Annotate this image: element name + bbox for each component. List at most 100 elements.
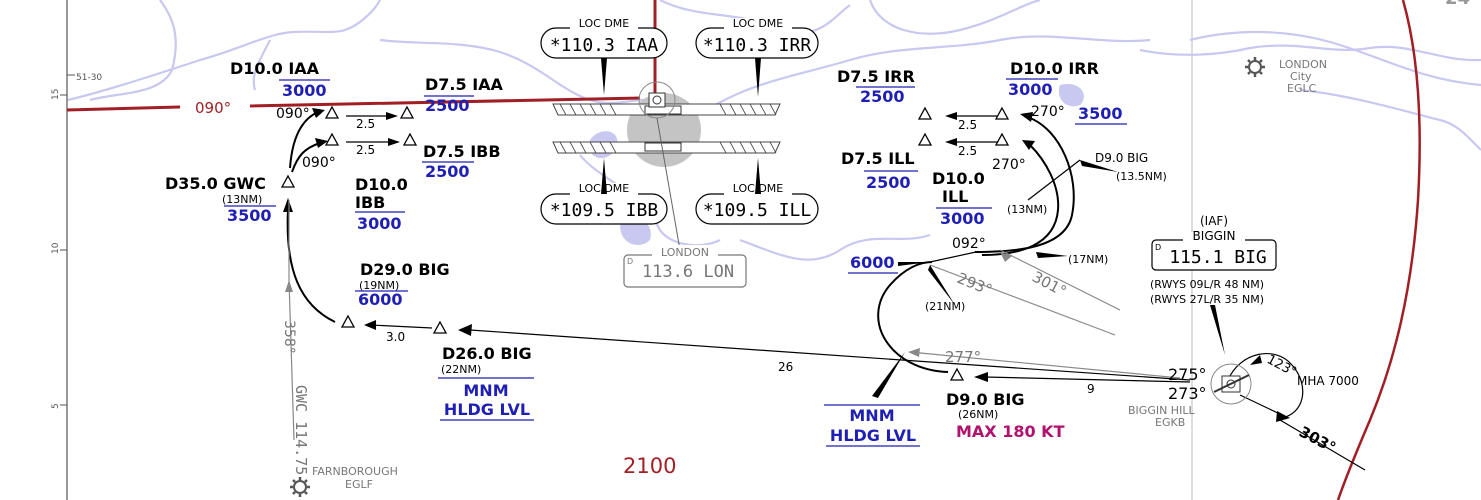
fix-d29-big-alt: 6000 bbox=[358, 290, 403, 309]
farnborough-name: FARNBOROUGH bbox=[312, 465, 398, 478]
course-303: 303° bbox=[1296, 423, 1339, 457]
fix-d29-big: D29.0 BIG bbox=[360, 260, 450, 279]
lon-vor-dme-mark: D bbox=[627, 257, 633, 266]
grid-mark-5: 5 bbox=[51, 403, 61, 409]
fix-d7-5-ibb-alt: 2500 bbox=[425, 162, 470, 181]
west-fix-symbols bbox=[280, 105, 448, 334]
water-features bbox=[67, 0, 1481, 261]
fix-d10-ill-line1: D10.0 bbox=[932, 169, 985, 188]
course-270-bot: 270° bbox=[992, 157, 1026, 173]
fix-d9-big: D9.0 BIG bbox=[946, 390, 1024, 409]
london-city-airport-icon bbox=[1245, 57, 1265, 77]
biggin-hill-code: EGKB bbox=[1155, 416, 1185, 429]
loc-dme-ill: LOC DME *109.5 ILL bbox=[695, 158, 819, 225]
fix-d10-iaa-alt: 3000 bbox=[282, 81, 327, 100]
loc-dme-iaa-header: LOC DME bbox=[579, 17, 630, 30]
d9-big-radial-fix: D9.0 BIG bbox=[1095, 151, 1148, 165]
biggin-hill-name: BIGGIN HILL bbox=[1128, 404, 1195, 417]
london-city-code: EGLC bbox=[1287, 82, 1317, 95]
big-vor-freq: 115.1 BIG bbox=[1169, 247, 1267, 268]
fix-d7-5-irr: D7.5 IRR bbox=[837, 67, 915, 86]
gwc-vor-freq: GWC 114.75 bbox=[292, 385, 310, 475]
course-270-top: 270° bbox=[1031, 104, 1065, 120]
fix-d29-big-dist: (19NM) bbox=[359, 279, 399, 292]
radial-301: 301° bbox=[1029, 268, 1069, 301]
loc-dme-ill-freq: *109.5 ILL bbox=[703, 200, 812, 221]
big-rwy-48nm: (RWYS 09L/R 48 NM) bbox=[1150, 278, 1264, 291]
fix-d26-big-dist: (22NM) bbox=[441, 363, 481, 376]
loc-dme-iaa-freq: *110.3 IAA bbox=[550, 35, 659, 56]
course-275: 275° bbox=[1168, 365, 1207, 384]
mha: MHA 7000 bbox=[1297, 374, 1359, 388]
big-vor-name-overlay: BIGGIN bbox=[1193, 229, 1236, 243]
alt-6000-east: 6000 bbox=[850, 253, 895, 272]
leg-26: 26 bbox=[778, 360, 793, 374]
dist-21nm: (21NM) bbox=[925, 300, 965, 313]
grid-mark-lat: 51-30 bbox=[76, 73, 102, 83]
gwc-radial-358: 358° bbox=[281, 320, 297, 354]
west-mnm: MNM bbox=[463, 381, 508, 400]
fix-d10-iaa: D10.0 IAA bbox=[230, 59, 320, 78]
fix-d10-ill-alt: 3000 bbox=[940, 209, 985, 228]
fix-d7-5-irr-alt: 2500 bbox=[860, 87, 905, 106]
msa-arc bbox=[1336, 0, 1421, 500]
leg-2-5-bot: 2.5 bbox=[356, 143, 375, 157]
fix-d10-ill-line2: ILL bbox=[942, 187, 968, 206]
dist-17nm: (17NM) bbox=[1068, 253, 1108, 266]
east-mnm: MNM bbox=[849, 406, 894, 425]
fix-d10-irr-alt: 3000 bbox=[1008, 80, 1053, 99]
farnborough-code: EGLF bbox=[345, 478, 373, 491]
radial-293: 293° bbox=[955, 269, 995, 299]
grid-mark-10: 10 bbox=[51, 242, 61, 254]
fix-d7-5-iaa-alt: 2500 bbox=[425, 96, 470, 115]
fix-d9-big-dist: (26NM) bbox=[958, 408, 998, 421]
big-vor-box: (IAF) BIGGIN BIGGIN D 115.1 BIG (RWYS 09… bbox=[1150, 214, 1277, 306]
fix-d10-irr: D10.0 IRR bbox=[1010, 59, 1099, 78]
loc-dme-ibb-freq: *109.5 IBB bbox=[550, 200, 658, 221]
dist-13nm-east: (13NM) bbox=[1007, 203, 1047, 216]
fix-d35-gwc-alt: 3500 bbox=[227, 206, 272, 225]
fix-d35-gwc: D35.0 GWC bbox=[165, 174, 266, 193]
alt-3500-east: 3500 bbox=[1078, 104, 1123, 123]
course-090-bot: 090° bbox=[302, 155, 336, 171]
fix-d7-5-ibb: D7.5 IBB bbox=[423, 142, 501, 161]
fix-d10-ibb-alt: 3000 bbox=[357, 214, 402, 233]
fix-d10-ibb-line1: D10.0 bbox=[355, 175, 408, 194]
airway-line bbox=[66, 96, 641, 112]
radial-277: 277° bbox=[945, 348, 981, 366]
loc-dme-iaa: LOC DME *110.3 IAA bbox=[540, 17, 668, 95]
east-fix-symbols bbox=[917, 106, 1010, 381]
london-city-sub: City bbox=[1290, 70, 1312, 83]
airway-course-label: 090° bbox=[195, 99, 231, 117]
speed-limit: MAX 180 KT bbox=[956, 422, 1065, 441]
east-pointers bbox=[872, 160, 1225, 398]
loc-dme-ibb: LOC DME *109.5 IBB bbox=[540, 158, 668, 225]
fix-d7-5-ill-alt: 2500 bbox=[866, 173, 911, 192]
lon-vor-box: LONDON D 113.6 LON bbox=[623, 245, 747, 288]
d9-big-radial-dist: (13.5NM) bbox=[1116, 170, 1167, 183]
big-rwy-35nm: (RWYS 27L/R 35 NM) bbox=[1150, 293, 1264, 306]
fix-d7-5-iaa: D7.5 IAA bbox=[425, 75, 504, 94]
fix-d26-big: D26.0 BIG bbox=[442, 344, 532, 363]
east-tracks bbox=[877, 112, 1366, 471]
london-city-name: LONDON bbox=[1279, 58, 1327, 71]
leg-3-0: 3.0 bbox=[386, 330, 405, 344]
fix-d35-gwc-dist: (13NM) bbox=[222, 193, 262, 206]
course-273: 273° bbox=[1168, 384, 1207, 403]
msa-altitude: 2100 bbox=[623, 454, 676, 478]
heathrow-aerodrome bbox=[552, 81, 781, 251]
east-hldg-lvl: HLDG LVL bbox=[830, 426, 916, 445]
big-vor-dme-mark: D bbox=[1155, 243, 1161, 252]
fix-d10-ibb-line2: IBB bbox=[355, 193, 385, 212]
leg-2-5-top: 2.5 bbox=[356, 117, 375, 131]
big-vor-symbol bbox=[1210, 363, 1252, 405]
leg-2-5-east-top: 2.5 bbox=[958, 118, 977, 132]
course-090-top: 090° bbox=[276, 106, 310, 122]
lon-vor-freq: 113.6 LON bbox=[642, 262, 734, 282]
fix-d7-5-ill: D7.5 ILL bbox=[841, 149, 915, 168]
west-hldg-lvl: HLDG LVL bbox=[444, 400, 530, 419]
leg-9: 9 bbox=[1087, 382, 1095, 396]
grid-mark-15: 15 bbox=[51, 89, 61, 100]
course-092: 092° bbox=[952, 236, 986, 252]
